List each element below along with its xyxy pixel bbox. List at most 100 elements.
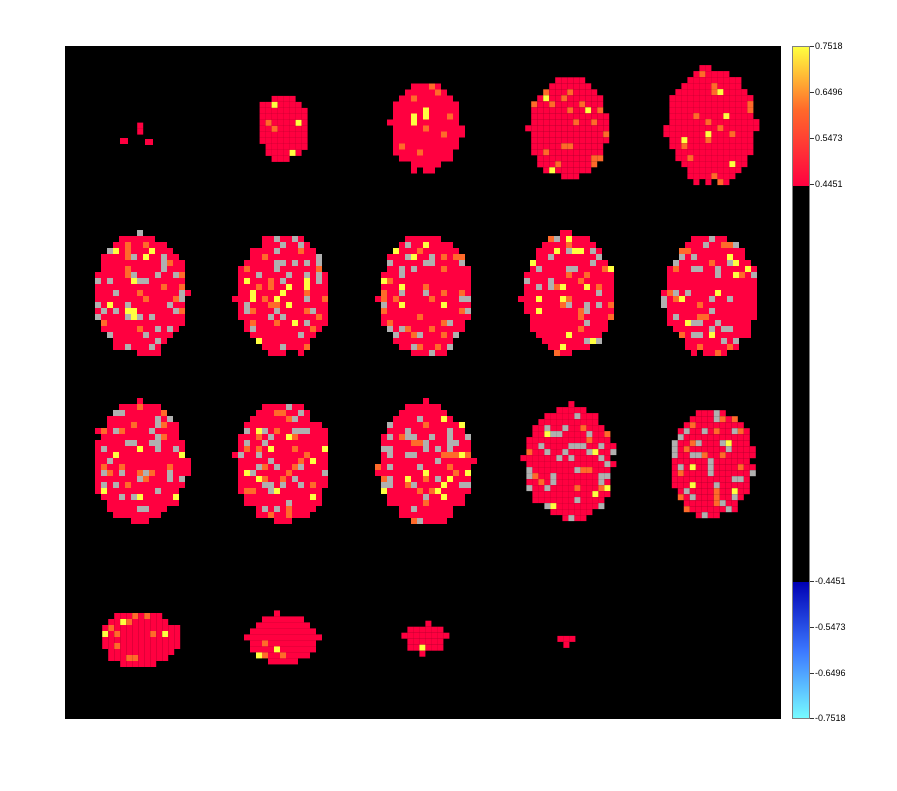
voxel xyxy=(277,119,284,126)
voxel xyxy=(597,131,604,138)
voxel xyxy=(417,440,423,446)
voxel xyxy=(685,272,691,278)
voxel xyxy=(298,422,304,428)
voxel xyxy=(298,344,304,350)
brain-slice xyxy=(520,401,617,522)
voxel xyxy=(156,643,163,649)
voxel xyxy=(681,143,688,150)
voxel xyxy=(405,149,411,156)
voxel xyxy=(149,446,155,452)
voxel xyxy=(405,125,411,132)
voxel xyxy=(568,473,575,480)
voxel xyxy=(435,290,441,296)
voxel xyxy=(405,101,411,108)
voxel xyxy=(447,416,453,422)
voxel xyxy=(125,494,131,500)
voxel xyxy=(238,458,244,464)
voxel xyxy=(173,500,179,506)
voxel xyxy=(417,512,423,518)
voxel xyxy=(574,467,581,474)
voxel xyxy=(125,344,131,350)
voxel xyxy=(561,89,568,96)
voxel xyxy=(262,458,268,464)
voxel xyxy=(542,260,548,266)
voxel xyxy=(693,179,700,186)
voxel xyxy=(709,266,715,272)
voxel xyxy=(126,655,133,661)
voxel xyxy=(238,302,244,308)
voxel xyxy=(709,284,715,290)
voxel xyxy=(598,497,605,504)
voxel xyxy=(137,488,143,494)
voxel xyxy=(316,470,322,476)
voxel xyxy=(671,464,678,471)
voxel xyxy=(590,308,596,314)
voxel xyxy=(256,428,262,434)
voxel xyxy=(268,326,274,332)
voxel xyxy=(604,449,611,456)
voxel xyxy=(584,332,590,338)
voxel xyxy=(119,488,125,494)
voxel xyxy=(143,290,149,296)
voxel xyxy=(262,512,268,518)
voxel xyxy=(447,290,453,296)
voxel xyxy=(429,302,435,308)
voxel xyxy=(549,83,556,90)
voxel xyxy=(465,476,471,482)
voxel xyxy=(399,416,405,422)
voxel xyxy=(244,458,250,464)
voxel xyxy=(608,296,614,302)
voxel xyxy=(405,254,411,260)
voxel xyxy=(119,422,125,428)
voxel xyxy=(423,350,429,356)
voxel xyxy=(560,308,566,314)
voxel xyxy=(707,512,714,519)
voxel xyxy=(542,278,548,284)
voxel xyxy=(530,296,536,302)
voxel xyxy=(739,320,745,326)
voxel xyxy=(143,344,149,350)
voxel xyxy=(580,497,587,504)
voxel xyxy=(125,260,131,266)
voxel xyxy=(721,314,727,320)
voxel xyxy=(465,284,471,290)
voxel xyxy=(156,631,163,637)
voxel xyxy=(679,272,685,278)
voxel xyxy=(155,332,161,338)
voxel xyxy=(119,278,125,284)
voxel xyxy=(423,428,429,434)
voxel xyxy=(709,290,715,296)
voxel xyxy=(695,506,702,513)
voxel xyxy=(387,296,393,302)
voxel xyxy=(310,254,316,260)
voxel xyxy=(107,284,113,290)
voxel xyxy=(131,404,137,410)
voxel xyxy=(751,296,757,302)
voxel xyxy=(697,314,703,320)
voxel xyxy=(113,470,119,476)
voxel xyxy=(417,119,423,126)
voxel xyxy=(399,482,405,488)
voxel xyxy=(703,260,709,266)
voxel xyxy=(256,416,262,422)
voxel xyxy=(562,473,569,480)
voxel xyxy=(131,482,137,488)
voxel xyxy=(417,137,423,144)
voxel xyxy=(550,461,557,468)
voxel xyxy=(585,125,592,132)
voxel xyxy=(602,284,608,290)
voxel xyxy=(393,248,399,254)
voxel xyxy=(711,89,718,96)
voxel xyxy=(131,506,137,512)
voxel xyxy=(555,89,562,96)
voxel xyxy=(304,628,310,635)
voxel xyxy=(441,482,447,488)
voxel xyxy=(173,284,179,290)
voxel xyxy=(292,236,298,242)
voxel xyxy=(556,437,563,444)
voxel xyxy=(743,452,750,459)
voxel xyxy=(729,101,736,108)
voxel xyxy=(256,326,262,332)
voxel xyxy=(298,272,304,278)
voxel xyxy=(697,332,703,338)
